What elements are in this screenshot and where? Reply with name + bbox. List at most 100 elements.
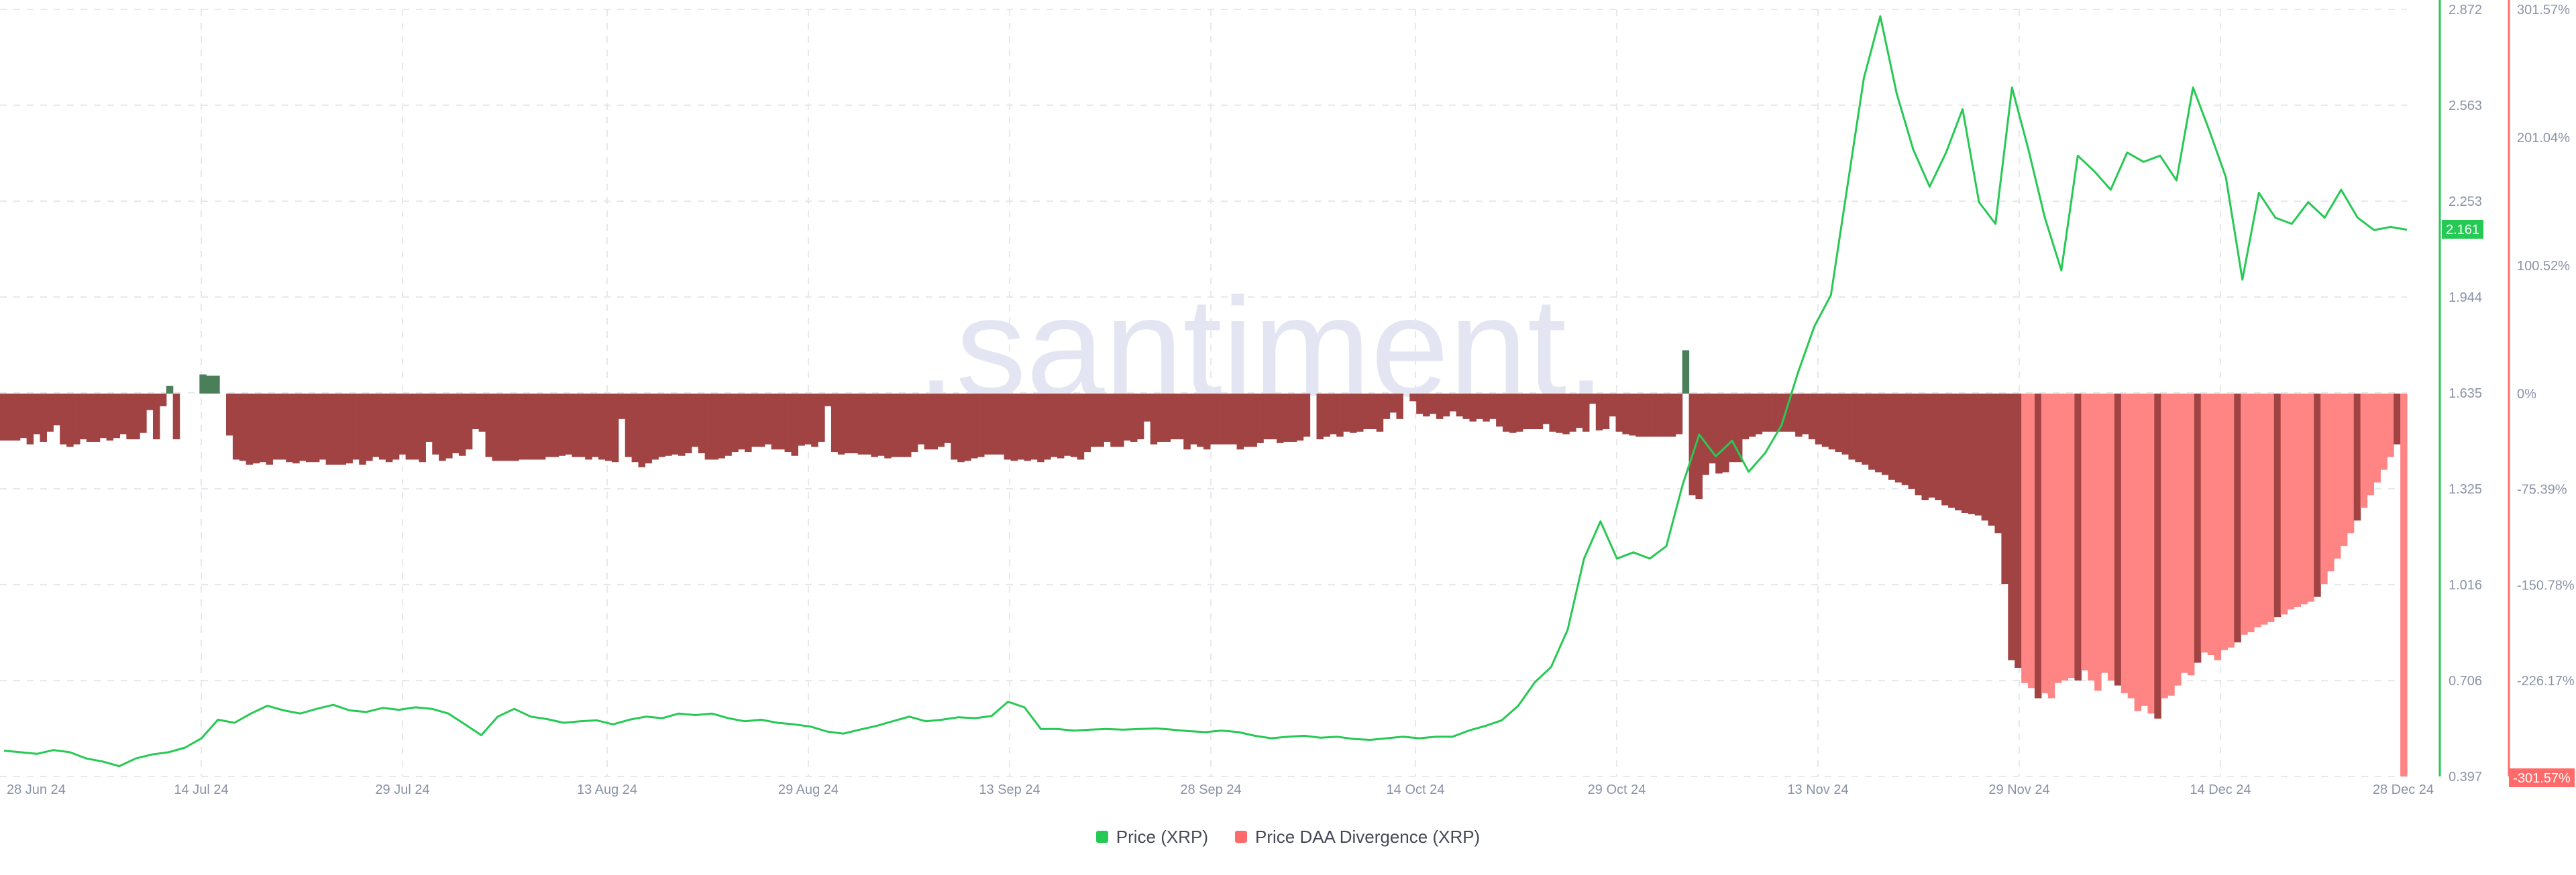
divergence-bar <box>2094 394 2102 691</box>
divergence-bar <box>1629 394 1636 436</box>
divergence-bar <box>1303 394 1311 437</box>
divergence-bar <box>618 394 626 419</box>
divergence-bar <box>1223 394 1231 445</box>
divergence-bar <box>1130 394 1138 442</box>
divergence-bar <box>485 394 493 457</box>
divergence-bar <box>1063 394 1071 456</box>
divergence-bar <box>977 394 985 457</box>
y-left-tick-label: 1.325 <box>2449 482 2482 497</box>
divergence-bar <box>924 394 932 450</box>
divergence-bar <box>1741 394 1750 440</box>
divergence-bar <box>1668 394 1676 437</box>
divergence-bar <box>578 394 586 457</box>
divergence-bar <box>1908 394 1916 489</box>
x-tick-label: 28 Jun 24 <box>7 782 66 797</box>
divergence-bar <box>140 394 147 433</box>
divergence-bar <box>159 394 167 406</box>
divergence-bar <box>638 394 646 467</box>
divergence-bar <box>133 394 140 440</box>
divergence-bar <box>851 394 859 453</box>
divergence-bar <box>339 394 346 465</box>
divergence-bar <box>419 394 426 463</box>
divergence-bar <box>372 394 380 457</box>
divergence-bar <box>1695 394 1703 500</box>
divergence-bar <box>2121 394 2129 693</box>
divergence-bar <box>1270 394 1277 440</box>
divergence-bar <box>1955 394 1962 511</box>
divergence-bar <box>904 394 912 457</box>
x-tick-label: 14 Jul 24 <box>174 782 228 797</box>
x-tick-label: 29 Jul 24 <box>375 782 429 797</box>
divergence-bar <box>1230 394 1238 445</box>
divergence-bar <box>305 394 313 463</box>
x-tick-label: 14 Oct 24 <box>1387 782 1445 797</box>
y-right-tick-label: 0% <box>2517 387 2536 402</box>
y-left-tick-label: 0.397 <box>2449 770 2482 784</box>
divergence-bar <box>1622 394 1629 434</box>
divergence-bar <box>1110 394 1118 447</box>
divergence-bar <box>1808 394 1816 440</box>
y-left-tick-label: 2.872 <box>2449 3 2482 17</box>
divergence-bar <box>1376 394 1384 432</box>
current-price-badge: 2.161 <box>2446 223 2479 237</box>
divergence-bar <box>1136 394 1144 440</box>
divergence-bar <box>1496 394 1503 427</box>
divergence-bar <box>2267 394 2275 622</box>
divergence-bar <box>1256 394 1264 443</box>
divergence-bar <box>930 394 938 450</box>
divergence-bar <box>658 394 665 457</box>
divergence-bar <box>830 394 839 453</box>
divergence-bar <box>66 394 74 447</box>
divergence-bar <box>1210 394 1218 445</box>
divergence-bar <box>1529 394 1537 430</box>
legend-item-divergence[interactable]: Price DAA Divergence (XRP) <box>1235 827 1480 848</box>
legend-item-price[interactable]: Price (XRP) <box>1095 827 1208 848</box>
divergence-bar <box>2307 394 2314 602</box>
divergence-bar <box>1748 394 1756 437</box>
divergence-bar <box>1150 394 1158 445</box>
divergence-bar <box>166 386 174 394</box>
divergence-bar <box>432 394 439 455</box>
divergence-bar <box>2327 394 2334 572</box>
divergence-bar <box>592 394 599 457</box>
divergence-bar <box>2134 394 2142 711</box>
divergence-bar <box>1881 394 1889 475</box>
divergence-bar <box>2074 394 2082 681</box>
divergence-bar <box>1602 394 1610 430</box>
divergence-bar <box>1569 394 1576 432</box>
divergence-bar <box>279 394 286 460</box>
divergence-bar <box>1802 394 1809 434</box>
divergence-bar <box>2373 394 2381 483</box>
divergence-bar <box>665 394 672 456</box>
divergence-bar <box>1735 394 1743 463</box>
divergence-bar <box>2214 394 2222 660</box>
divergence-bar <box>1762 394 1770 432</box>
divergence-bar <box>458 394 466 456</box>
divergence-bar <box>1589 394 1597 404</box>
divergence-bar <box>738 394 745 450</box>
divergence-bar <box>498 394 506 461</box>
divergence-bar <box>1788 394 1796 432</box>
divergence-bar <box>1768 394 1776 432</box>
divergence-bar <box>731 394 739 453</box>
divergence-bar <box>2041 394 2049 693</box>
divergence-bar <box>891 394 898 457</box>
divergence-bar <box>2380 394 2387 470</box>
divergence-bar <box>1635 394 1643 437</box>
divergence-bar <box>1143 394 1151 422</box>
y-left-tick-label: 2.563 <box>2449 99 2482 113</box>
divergence-bar <box>2181 394 2188 673</box>
divergence-bar <box>1755 394 1763 434</box>
divergence-bar <box>811 394 818 447</box>
divergence-bar <box>1004 394 1012 460</box>
divergence-bar <box>1083 394 1091 453</box>
divergence-bar <box>1715 394 1723 474</box>
y-right-tick-label: -75.39% <box>2517 483 2567 498</box>
divergence-bar <box>944 394 951 443</box>
divergence-bar <box>2347 394 2355 534</box>
divergence-bar <box>531 394 539 460</box>
legend: Price (XRP) Price DAA Divergence (XRP) <box>0 823 2576 850</box>
divergence-bar <box>1124 394 1131 441</box>
divergence-bar <box>1476 394 1483 419</box>
divergence-bar <box>1961 394 1969 513</box>
